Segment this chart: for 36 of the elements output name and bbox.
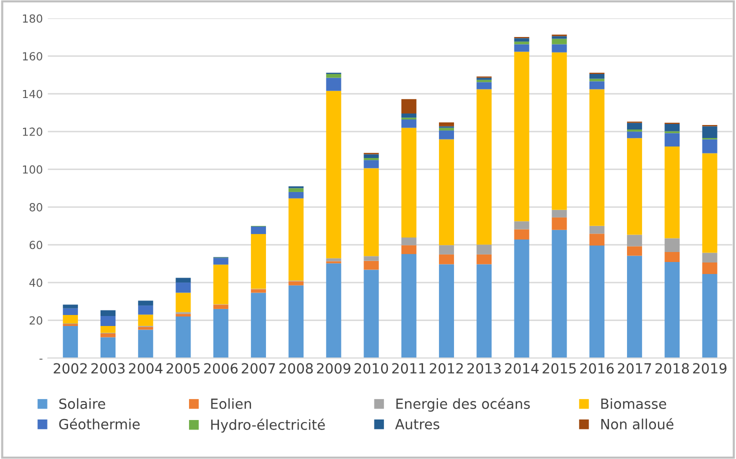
y-tick-label: 180 <box>22 14 42 23</box>
x-tick-label: 2011 <box>392 363 426 374</box>
x-tick-label: 2017 <box>618 363 652 374</box>
x-tick-label: 2016 <box>580 363 614 374</box>
x-tick-label: 2019 <box>693 363 726 374</box>
legend-label: Solaire <box>59 398 106 409</box>
x-tick-label: 2007 <box>242 363 275 374</box>
x-tick-label: 2013 <box>467 363 501 374</box>
legend-label: Biomasse <box>601 398 666 409</box>
legend-label: Autres <box>395 419 440 430</box>
legend-label: Eolien <box>211 398 252 409</box>
y-tick-label: 140 <box>22 90 42 98</box>
legend-label: Hydro-électricité <box>211 418 325 433</box>
y-tick-label: 40 <box>29 278 42 287</box>
x-tick-label: 2003 <box>91 363 125 374</box>
y-tick-label: 100 <box>22 165 42 174</box>
x-tick-label: 2012 <box>430 363 463 374</box>
y-tick-label: 120 <box>22 128 42 136</box>
y-tick-label: 160 <box>22 52 42 60</box>
legend-label: Energie des océans <box>396 398 530 412</box>
legend-label: Non alloué <box>601 418 674 430</box>
y-tick-label: 80 <box>30 203 42 212</box>
y-tick-label: - <box>40 358 42 360</box>
x-tick-label: 2009 <box>317 363 350 374</box>
x-tick-label: 2006 <box>204 363 238 374</box>
x-tick-label: 2008 <box>279 363 313 374</box>
legend-label: Géothermie <box>59 418 140 430</box>
y-tick-label: 60 <box>30 240 42 250</box>
y-tick-label: 20 <box>30 316 42 325</box>
x-tick-label: 2018 <box>655 363 689 374</box>
x-tick-label: 2002 <box>54 363 87 374</box>
x-tick-label: 2005 <box>166 363 200 374</box>
x-tick-label: 2015 <box>542 363 576 374</box>
x-tick-label: 2014 <box>505 363 539 374</box>
x-tick-label: 2004 <box>128 363 163 374</box>
x-tick-label: 2010 <box>354 363 388 374</box>
